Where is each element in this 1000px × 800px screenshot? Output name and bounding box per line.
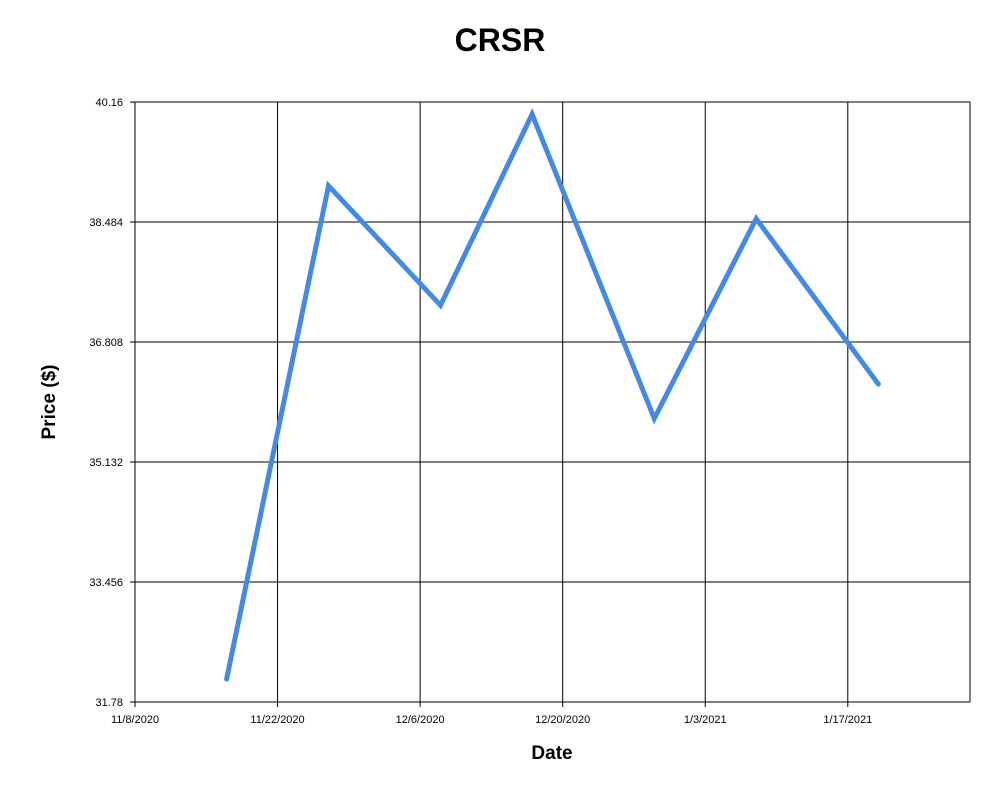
x-tick-label: 11/22/2020	[250, 714, 304, 726]
y-tick-label: 35.132	[89, 457, 123, 469]
x-axis-label: Date	[531, 743, 573, 764]
y-tick-label: 33.456	[89, 577, 123, 589]
x-tick-label: 1/3/2021	[684, 714, 727, 726]
y-tick-label: 36.808	[89, 337, 123, 349]
x-tick-label: 12/20/2020	[535, 714, 590, 726]
x-tick-label: 12/6/2020	[396, 714, 445, 726]
y-tick-label: 38.484	[89, 217, 123, 229]
x-tick-label: 1/17/2021	[823, 714, 872, 726]
y-tick-label: 40.16	[95, 97, 123, 109]
axes	[130, 101, 971, 707]
tick-labels: 31.78 33.456 35.132 36.808 38.484 40.16 11/8/2…	[89, 97, 872, 726]
series-line	[224, 107, 881, 682]
series-layer	[224, 107, 881, 682]
y-tick-label: 31.78	[95, 697, 123, 709]
gridlines	[134, 101, 970, 703]
chart-title: CRSR	[454, 22, 546, 58]
x-tick-label: 11/8/2020	[111, 714, 159, 726]
